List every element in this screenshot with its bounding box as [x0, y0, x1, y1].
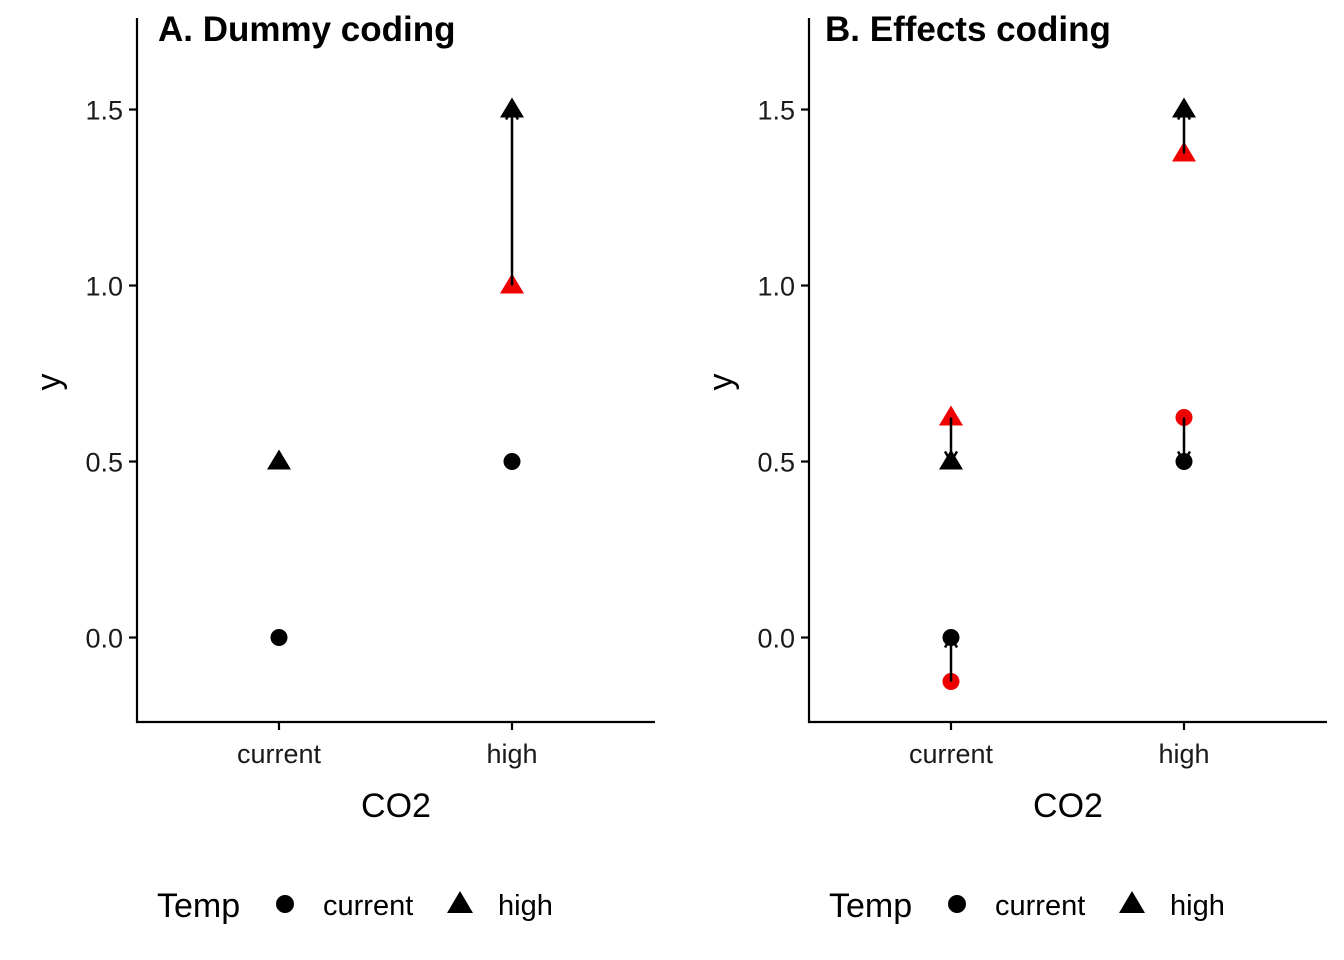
point-marker — [939, 405, 963, 426]
point-marker — [267, 449, 291, 470]
arrow-head — [1176, 450, 1192, 464]
y-tick-label: 0.5 — [85, 448, 123, 478]
panel-effects-coding: 0.0 0.5 1.0 1.5 current high CO2 y B. Effects co… — [702, 10, 1327, 925]
effect-arrow — [1176, 107, 1192, 154]
x-tick-label: current — [237, 739, 322, 769]
legend: Temp current high — [157, 887, 553, 925]
effect-arrow — [504, 107, 520, 286]
y-tick-label: 0.0 — [85, 624, 123, 654]
legend-label: current — [995, 890, 1085, 922]
y-tick-label: 0.5 — [757, 448, 795, 478]
y-axis-title: y — [702, 374, 740, 391]
arrow-head — [943, 450, 959, 464]
y-tick-label: 1.5 — [757, 96, 795, 126]
y-tick-label: 0.0 — [757, 624, 795, 654]
legend-circle-icon — [276, 895, 294, 913]
effect-arrow — [1176, 417, 1192, 464]
x-axis-title: CO2 — [361, 787, 431, 825]
x-axis-title: CO2 — [1033, 787, 1103, 825]
y-tick-label: 1.0 — [85, 272, 123, 302]
legend-triangle-icon — [447, 891, 473, 913]
effect-arrow — [943, 417, 959, 464]
arrow-head — [943, 635, 959, 649]
panel-title: B. Effects coding — [825, 10, 1111, 49]
arrow-head — [1176, 107, 1192, 121]
y-tick-label: 1.0 — [757, 272, 795, 302]
legend-title: Temp — [157, 887, 240, 925]
legend-title: Temp — [829, 887, 912, 925]
panel-dummy-coding: 0.0 0.5 1.0 1.5 current high CO2 y A. Dummy codi… — [30, 10, 655, 925]
y-axis-title: y — [30, 374, 68, 391]
arrow-head — [504, 107, 520, 121]
effect-arrow — [943, 635, 959, 682]
x-tick-label: current — [909, 739, 994, 769]
x-tick-label: high — [486, 739, 537, 769]
legend: Temp current high — [829, 887, 1225, 925]
legend-label: current — [323, 890, 413, 922]
legend-label: high — [1170, 890, 1225, 922]
x-tick-label: high — [1158, 739, 1209, 769]
legend-label: high — [498, 890, 553, 922]
legend-triangle-icon — [1119, 891, 1145, 913]
y-tick-label: 1.5 — [85, 96, 123, 126]
point-marker — [270, 629, 288, 647]
legend-circle-icon — [948, 895, 966, 913]
panel-title: A. Dummy coding — [158, 10, 456, 49]
point-marker — [503, 453, 521, 471]
